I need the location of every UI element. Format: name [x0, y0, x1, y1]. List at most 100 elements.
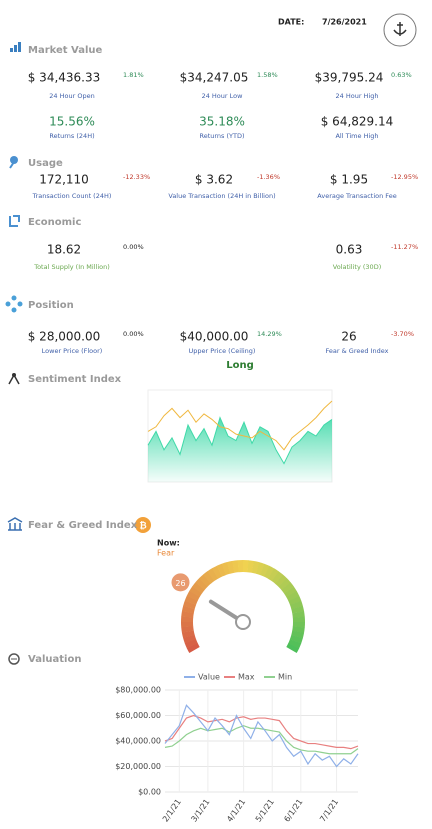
gauge-arc [203, 571, 215, 584]
line [147, 416, 333, 465]
gauge-marker [171, 573, 190, 592]
metric-value: $ 1.95 [330, 173, 368, 187]
metric-change: -1.36% [257, 173, 280, 181]
gauge-arc [232, 560, 239, 573]
gauge-arc [183, 600, 197, 610]
y-tick-label: $20,000.00 [115, 762, 161, 771]
gauge-arc [286, 643, 300, 654]
gauge-arc [264, 565, 275, 579]
x-tick-label: 7/1/21 [318, 797, 340, 823]
metric-label: Transaction Count (24H) [32, 192, 112, 200]
gauge-arc [181, 630, 195, 639]
signal: Long [226, 360, 254, 371]
gauge-arc [195, 577, 208, 590]
metric-change: -12.95% [391, 173, 418, 181]
metric-value: 26 [341, 330, 356, 344]
metric-change: -12.33% [123, 173, 150, 181]
gauge-arc [286, 590, 300, 602]
gauge-arc [271, 571, 284, 584]
gauge-arc [281, 582, 294, 594]
gauge-arc [186, 590, 200, 601]
gauge-arc [207, 568, 219, 582]
gauge-arc [289, 634, 303, 644]
gauge-arc [189, 586, 203, 598]
metric-change: 14.29% [257, 330, 282, 338]
gauge-arc [278, 578, 291, 591]
y-tick-label: $60,000.00 [115, 711, 161, 720]
metric-value: $ 64,829.14 [321, 115, 394, 129]
metric-label: Volatility (30D) [333, 263, 381, 271]
metric-value: 18.62 [47, 243, 81, 257]
metric-value: $40,000.00 [180, 330, 249, 344]
metric-change: 0.00% [123, 243, 144, 251]
now-value: Fear [157, 549, 175, 558]
metric-change: 0.00% [123, 330, 144, 338]
gauge-arc [283, 586, 297, 598]
date: 7/26/2021 [322, 18, 367, 27]
metric-label: Average Transaction Fee [317, 192, 396, 200]
gauge-arc [183, 634, 197, 644]
gauge-arc [251, 560, 260, 574]
section-title: Fear & Greed Index [28, 520, 138, 531]
section-title: Usage [28, 158, 63, 169]
metric-label: Returns (YTD) [199, 132, 244, 140]
metric-value: 0.63 [336, 243, 363, 257]
section-title: Economic [28, 217, 81, 228]
gauge-arc [211, 565, 223, 579]
metric-value: $ 28,000.00 [28, 330, 101, 344]
gauge-arc [292, 611, 305, 618]
gauge-arc [186, 642, 200, 654]
legend-label: Min [278, 673, 292, 682]
gauge-arc [181, 626, 194, 633]
metric-value: 15.56% [49, 115, 95, 129]
metric-change: -3.70% [391, 330, 414, 338]
section-title: Position [28, 300, 74, 311]
y-tick-label: $0.00 [138, 788, 161, 797]
y-tick-label: $40,000.00 [115, 737, 161, 746]
icons: ₿ [5, 42, 151, 665]
y-tick-label: $80,000.00 [115, 686, 161, 695]
gauge-arc [181, 605, 195, 614]
gauge-arc [247, 560, 255, 573]
metric-label: Upper Price (Ceiling) [189, 347, 256, 355]
x-tick-label: 5/1/21 [254, 797, 276, 823]
needle-hub [235, 614, 251, 630]
area [148, 417, 332, 482]
gauge-arc [184, 595, 198, 605]
gauge-arc [199, 574, 212, 587]
gauge-arc [291, 605, 305, 614]
metric-label: Total Supply (In Million) [33, 263, 110, 271]
metric-value: $39,795.24 [315, 71, 384, 85]
gauge-arc [226, 560, 235, 574]
metric-change: 1.58% [257, 71, 278, 79]
x-tick-label: 2/1/21 [161, 797, 183, 823]
x-tick-label: 3/1/21 [189, 797, 211, 823]
x-tick-label: 6/1/21 [282, 797, 304, 823]
section-title: Sentiment Index [28, 374, 122, 385]
metric-label: 24 Hour Low [202, 92, 244, 100]
gauge-arc [181, 610, 194, 618]
gauge-arc [288, 595, 302, 606]
date-label: DATE: [278, 18, 304, 27]
metric-label: 24 Hour Open [49, 92, 94, 100]
metric-change: 1.81% [123, 71, 144, 79]
line [164, 704, 359, 768]
gauge-arc [288, 639, 302, 649]
metric-label: 24 Hour High [336, 92, 379, 100]
metric-change: -11.27% [391, 243, 418, 251]
legend-label: Value [198, 673, 220, 682]
metric-value: $ 34,436.33 [28, 71, 101, 85]
gauge-arc [292, 626, 305, 634]
gauge-arc [260, 563, 270, 577]
gauge-arc [216, 563, 227, 577]
gauge-arc [184, 638, 198, 649]
now-label: Now: [157, 539, 180, 548]
gauge-value: 26 [175, 579, 185, 588]
metric-value: $ 3.62 [195, 173, 233, 187]
gauge-arc [267, 568, 279, 582]
metric-label: Value Transaction (24H in Billion) [168, 192, 275, 200]
svg-text:₿: ₿ [139, 521, 146, 532]
gauge-arc [275, 574, 288, 587]
line [164, 725, 359, 755]
